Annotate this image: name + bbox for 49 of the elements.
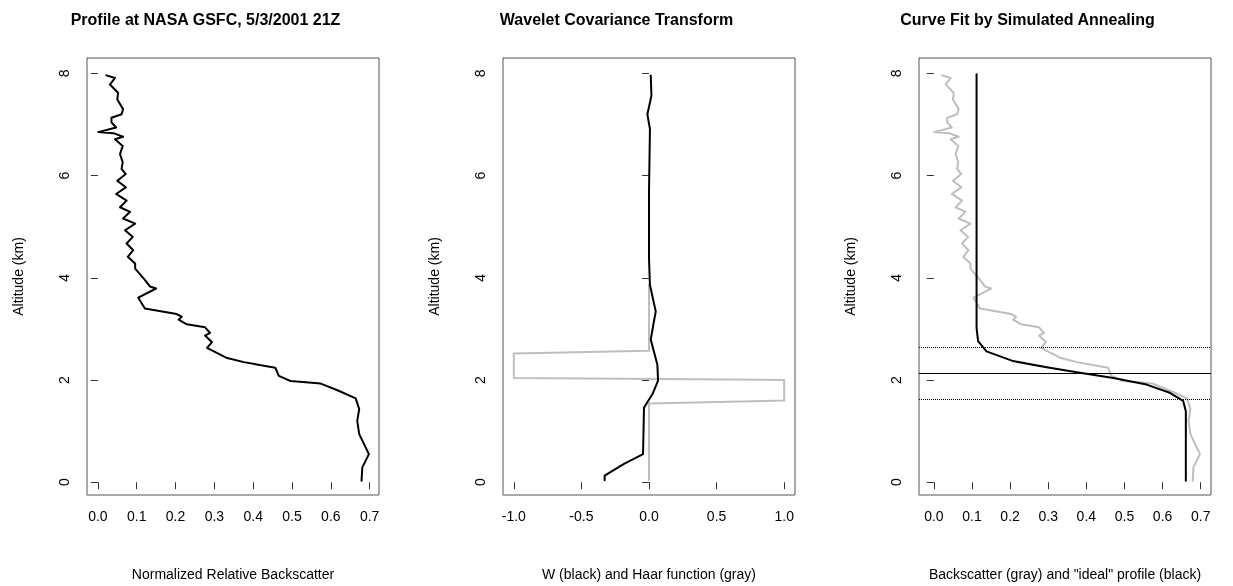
x-tick-label: 0.7: [1190, 508, 1211, 524]
x-tick-label: 0.2: [165, 508, 186, 524]
x-tick-label: 0.2: [1000, 508, 1021, 524]
y-tick-label: 4: [472, 273, 488, 282]
x-tick-label: 0.3: [1038, 508, 1059, 524]
chart-title: Profile at NASA GSFC, 5/3/2001 21Z: [70, 10, 341, 28]
y-tick-label: 6: [56, 171, 72, 180]
x-tick-label: -1.0: [501, 508, 527, 524]
x-tick-label: 0.7: [359, 508, 380, 524]
x-tick-label: 0.5: [706, 508, 727, 524]
x-tick-label: 0.3: [204, 508, 225, 524]
y-tick-label: 2: [472, 375, 488, 384]
line-series: [97, 74, 370, 482]
y-axis-title: Altitude (km): [10, 237, 26, 316]
x-axis-title: W (black) and Haar function (gray): [542, 566, 756, 582]
x-tick-label: 0.1: [962, 508, 982, 524]
x-tick-label: 1.0: [774, 508, 795, 524]
y-axis-title: Altitude (km): [426, 237, 442, 316]
x-tick-label: 0.0: [924, 508, 944, 524]
y-tick-label: 2: [56, 375, 72, 384]
x-tick-label: -0.5: [569, 508, 594, 524]
y-tick-label: 8: [56, 69, 72, 78]
y-tick-label: 0: [56, 478, 72, 487]
x-tick-label: 0.0: [639, 508, 659, 524]
y-tick-label: 4: [888, 273, 904, 282]
y-tick-label: 6: [888, 171, 904, 180]
chart-title: Wavelet Covariance Transform: [499, 10, 734, 28]
x-tick-label: 0.6: [1152, 508, 1173, 524]
y-tick-label: 0: [472, 478, 488, 487]
x-tick-label: 0.1: [126, 508, 147, 524]
x-tick-label: 0.5: [282, 508, 302, 524]
x-tick-label: 0.4: [1076, 508, 1097, 524]
y-tick-label: 8: [472, 69, 488, 78]
line-series: [603, 74, 660, 482]
x-tick-label: 0.6: [321, 508, 341, 524]
y-tick-label: 4: [56, 273, 72, 282]
x-tick-label: 0.0: [88, 508, 108, 524]
y-tick-label: 2: [888, 375, 904, 384]
y-tick-label: 8: [888, 69, 904, 78]
x-tick-label: 0.4: [243, 508, 264, 524]
x-axis-title: Normalized Relative Backscatter: [131, 566, 335, 582]
y-axis-title: Altitude (km): [842, 237, 858, 316]
x-axis-title: Backscatter (gray) and "ideal" profile (black): [928, 566, 1202, 582]
line-series: [512, 283, 786, 482]
chart-title: Curve Fit by Simulated Annealing: [900, 10, 1155, 28]
line-series: [933, 74, 1201, 482]
y-tick-label: 0: [888, 478, 904, 487]
y-tick-label: 6: [472, 171, 488, 180]
x-tick-label: 0.5: [1114, 508, 1135, 524]
